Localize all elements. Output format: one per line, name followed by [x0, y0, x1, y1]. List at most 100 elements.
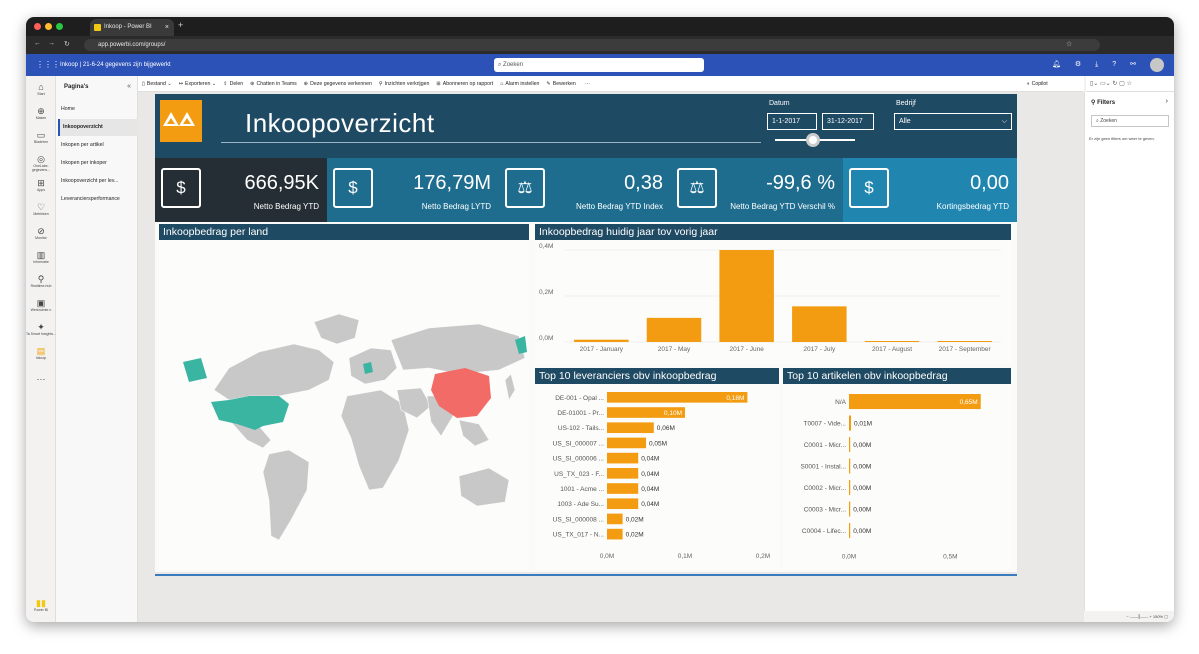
bar[interactable]: [849, 458, 851, 474]
page-item[interactable]: Inkopen per inkoper: [61, 160, 107, 166]
collapse-pages-icon[interactable]: «: [127, 83, 131, 90]
settings-icon[interactable]: ⚙: [1074, 61, 1082, 68]
search-input[interactable]: ⌕ Zoeken: [494, 58, 704, 72]
collapse-filters-icon[interactable]: ›: [1165, 98, 1168, 105]
bar[interactable]: [607, 513, 623, 525]
bar[interactable]: [607, 483, 639, 494]
filters-search-input[interactable]: ⌕ Zoeken: [1091, 115, 1169, 127]
avatar[interactable]: [1150, 58, 1164, 72]
page-item[interactable]: Inkoopoverzicht per lev...: [61, 178, 119, 184]
rail-item-onelake[interactable]: ◎ OneLake-gegevens...: [26, 154, 56, 172]
bar[interactable]: [607, 407, 685, 418]
maximize-window-icon[interactable]: [56, 23, 63, 30]
minimize-window-icon[interactable]: [45, 23, 52, 30]
share-icon[interactable]: ⚯: [1130, 61, 1136, 68]
copilot-button[interactable]: ◐ Copilot: [1027, 81, 1048, 87]
bar[interactable]: [607, 392, 748, 403]
comment-icon[interactable]: ▢: [1119, 81, 1125, 87]
rail-item-workspaces[interactable]: ▣ Werkruimte n: [26, 298, 56, 312]
close-window-icon[interactable]: [34, 23, 41, 30]
view-icon[interactable]: ▯⌄: [1090, 81, 1099, 87]
rail-item-home[interactable]: ⌂ Start: [26, 82, 56, 96]
kpi-card[interactable]: $176,79M Netto Bedrag LYTD: [327, 158, 499, 222]
workspaces-icon: ▣: [36, 298, 46, 308]
rail-item-monitor[interactable]: ⊘ Monitor: [26, 226, 56, 240]
bar[interactable]: [719, 250, 774, 342]
browser-tab[interactable]: Inkoop - Power BI ×: [90, 19, 174, 36]
more-icon[interactable]: ···: [36, 374, 46, 384]
app-launcher-icon[interactable]: ⋮⋮⋮: [36, 60, 60, 69]
new-tab-button[interactable]: +: [178, 20, 184, 30]
kpi-card[interactable]: $666,95K Netto Bedrag YTD: [155, 158, 327, 222]
date-to-input[interactable]: 31-12-2017: [822, 113, 874, 130]
rail-item-apps[interactable]: ⊞ Apps: [26, 178, 56, 192]
world-map[interactable]: [159, 240, 529, 570]
date-from-input[interactable]: 1-1-2017: [767, 113, 817, 130]
bar[interactable]: [574, 339, 629, 342]
rail-item-realtime[interactable]: ⚲ Realtime-hub: [26, 274, 56, 288]
bar[interactable]: [607, 452, 639, 464]
rail-item-browse[interactable]: ▭ Bladeren: [26, 130, 56, 144]
view-icons: ▯⌄ ▭⌄ ↻ ▢ ☆: [1086, 76, 1174, 92]
rail-item-smartinsights[interactable]: ✦ Ta Smart Insights...: [26, 322, 56, 336]
forward-icon[interactable]: →: [48, 40, 55, 47]
ribbon-item[interactable]: ⌂ Alarm instellen: [500, 81, 539, 87]
ribbon-item[interactable]: ⇪ Delen: [223, 81, 243, 87]
bar[interactable]: [849, 437, 851, 453]
date-slider-handle[interactable]: [806, 133, 820, 147]
tab-close-icon[interactable]: ×: [164, 24, 169, 31]
reload-icon[interactable]: ↻: [64, 41, 70, 48]
bar[interactable]: [864, 341, 920, 342]
kpi-card[interactable]: ⚖ 0,38 Netto Bedrag YTD Index: [499, 158, 671, 222]
bar[interactable]: [607, 528, 623, 540]
bar[interactable]: [849, 480, 851, 496]
bookmark-star-icon[interactable]: ☆: [1066, 41, 1073, 48]
bar[interactable]: [792, 306, 847, 342]
ribbon-item[interactable]: ▯ Bestand ⌄: [142, 81, 172, 87]
bar[interactable]: [607, 422, 654, 434]
layout-icon[interactable]: ▭⌄: [1100, 81, 1111, 87]
ribbon-item[interactable]: ⊛ Chatten in Teams: [250, 81, 297, 87]
page-item[interactable]: Inkoopoverzicht: [58, 119, 138, 136]
bar[interactable]: [607, 498, 639, 510]
bar[interactable]: [849, 394, 981, 410]
bar[interactable]: [849, 415, 852, 431]
ribbon-item[interactable]: ⊞ Abonneren op rapport: [436, 81, 493, 87]
ribbon-item[interactable]: ↦ Exporteren ⌄: [179, 81, 217, 87]
category-label: US_SI_000007 ...: [553, 440, 605, 447]
ribbon-item[interactable]: ✎ Bewerken: [546, 81, 575, 87]
page-item[interactable]: Leveranciersperformance: [61, 196, 120, 202]
powerbi-logo[interactable]: ▮▮ Power BI: [26, 598, 56, 612]
ribbon-item[interactable]: ⚲ Inzichten verkrijgen: [379, 81, 430, 87]
download-icon[interactable]: ⤓: [1095, 61, 1099, 68]
zoom-control[interactable]: − ——┃—— + 150% ▢: [1084, 611, 1174, 622]
bar[interactable]: [937, 341, 992, 342]
refresh-icon[interactable]: ↻: [1112, 81, 1118, 87]
ribbon-item-label: Abonneren op rapport: [442, 81, 494, 87]
bar[interactable]: [849, 523, 851, 539]
kpi-card[interactable]: ⚖ -99,6 % Netto Bedrag YTD Verschil %: [671, 158, 843, 222]
rail-item-create[interactable]: ⊕ Maken: [26, 106, 56, 120]
url-field[interactable]: app.powerbi.com/groups/: [84, 39, 1100, 51]
ribbon-item[interactable]: ···: [583, 81, 590, 87]
help-icon[interactable]: ?: [1112, 61, 1117, 68]
bedrijf-dropdown[interactable]: Alle ⌵: [894, 113, 1012, 130]
bar[interactable]: [849, 501, 851, 517]
rail-item-metrics[interactable]: ♡ Metrieken: [26, 202, 56, 216]
map-germany: [363, 362, 373, 374]
ribbon-item[interactable]: ⊕ Deze gegevens verkennen: [304, 81, 372, 87]
rail-item-learn[interactable]: ▥ Informatie: [26, 250, 56, 264]
rail-item-inkoop[interactable]: ▤ Inkoop: [26, 346, 56, 360]
bar[interactable]: [607, 468, 639, 479]
bar[interactable]: [607, 437, 646, 449]
ribbon-item-label: Exporteren ⌄: [185, 81, 217, 87]
notifications-icon[interactable]: 🔔︎: [1051, 61, 1061, 68]
breadcrumb[interactable]: Inkoop | 21-6-24 gegevens zijn bijgewerk…: [60, 62, 171, 68]
favorite-icon[interactable]: ☆: [1126, 81, 1132, 87]
back-icon[interactable]: ←: [34, 40, 41, 47]
category-label: US_TX_023 - F...: [554, 471, 604, 478]
bar[interactable]: [646, 317, 702, 342]
kpi-card[interactable]: $0,00 Kortingsbedrag YTD: [843, 158, 1017, 222]
page-item[interactable]: Home: [61, 106, 75, 112]
page-item[interactable]: Inkopen per artikel: [61, 142, 104, 148]
